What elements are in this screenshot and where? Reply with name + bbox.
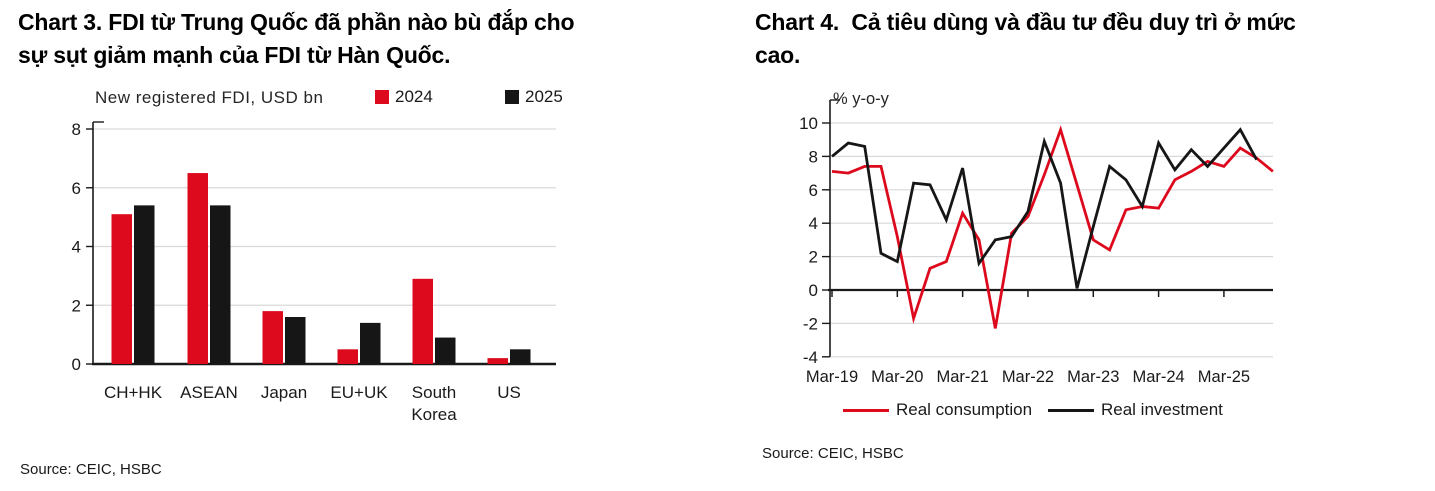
legend-swatch-investment — [1048, 408, 1094, 412]
x-tick-label: Mar-21 — [937, 368, 989, 386]
y-tick-label: -4 — [803, 348, 818, 367]
y-tick-label: 8 — [72, 120, 81, 139]
bar-2025-3 — [360, 322, 381, 364]
legend-label-2024: 2024 — [395, 87, 433, 106]
x-tick-label: Mar-24 — [1132, 368, 1184, 386]
consumption-investment-line-chart: -4 -2 0 2 4 6 8 10 Mar-19 Mar-20 Mar-21 Mar-22 Mar-2… — [799, 99, 1274, 386]
chart3-title-line1: Chart 3. FDI từ Trung Quốc đã phần nào b… — [18, 9, 575, 35]
x-tick-label: Mar-20 — [871, 368, 923, 386]
bar-2025-1 — [210, 205, 231, 364]
y-tick-label: -2 — [803, 314, 818, 333]
bar-2024-4 — [412, 278, 433, 364]
chart4-ylabel: % y-o-y — [833, 90, 889, 108]
x-category-label: CH+HK — [104, 383, 163, 402]
line-series-1 — [831, 127, 1258, 289]
x-category-label-line2: Korea — [411, 405, 457, 424]
bar-2024-0 — [111, 214, 132, 364]
y-tick-label: 6 — [809, 181, 818, 200]
x-tick-label: Mar-25 — [1198, 368, 1250, 386]
y-tick-label: 4 — [72, 238, 81, 257]
bar-2025-2 — [285, 317, 306, 364]
y-tick-label: 6 — [72, 179, 81, 198]
legend-label-investment: Real investment — [1101, 400, 1223, 419]
y-tick-label: 10 — [799, 114, 818, 133]
chart3-legend-2025: 2025 — [505, 87, 563, 107]
legend-swatch-2025 — [505, 90, 519, 104]
x-category-label: South — [412, 383, 456, 402]
chart4-legend-consumption: Real consumption — [843, 400, 1032, 420]
chart4-title: Chart 4. Cả tiêu dùng và đầu tư đều duy … — [755, 6, 1296, 72]
x-category-label: ASEAN — [180, 383, 238, 402]
legend-swatch-consumption — [843, 408, 889, 412]
chart3-source: Source: CEIC, HSBC — [20, 461, 162, 478]
legend-swatch-2024 — [375, 90, 389, 104]
y-tick-label: 4 — [809, 214, 818, 233]
chart3-axis-note: New registered FDI, USD bn — [95, 88, 324, 107]
line-series-0 — [831, 125, 1274, 329]
y-tick-label: 8 — [809, 147, 818, 166]
bar-2025-0 — [134, 205, 155, 364]
bar-2025-5 — [510, 349, 531, 364]
chart4-legend-investment: Real investment — [1048, 400, 1223, 420]
x-category-label: US — [497, 383, 521, 402]
y-tick-label: 2 — [809, 248, 818, 267]
bar-2025-4 — [435, 337, 456, 364]
fdi-bar-chart: 0 2 4 6 8 CH+HK ASEAN Japan EU+UK South Korea US — [72, 120, 556, 424]
bar-2024-2 — [262, 311, 283, 364]
chart3-legend-2024: 2024 — [375, 87, 433, 107]
y-tick-label: 0 — [809, 281, 818, 300]
chart4-title-line2: cao. — [755, 42, 801, 68]
legend-label-consumption: Real consumption — [896, 400, 1033, 419]
x-tick-label: Mar-19 — [806, 368, 858, 386]
chart3-title: Chart 3. FDI từ Trung Quốc đã phần nào b… — [18, 6, 575, 72]
x-tick-label: Mar-23 — [1067, 368, 1119, 386]
bar-2024-1 — [187, 173, 208, 364]
bar-2024-5 — [487, 358, 508, 364]
bar-2024-3 — [337, 349, 358, 364]
chart3-title-line2: sự sụt giảm mạnh của FDI từ Hàn Quốc. — [18, 42, 451, 68]
x-category-label: Japan — [261, 383, 307, 402]
x-category-label: EU+UK — [330, 383, 388, 402]
legend-label-2025: 2025 — [525, 87, 563, 106]
chart4-source: Source: CEIC, HSBC — [762, 445, 904, 462]
y-tick-label: 2 — [72, 296, 81, 315]
chart4-title-line1: Chart 4. Cả tiêu dùng và đầu tư đều duy … — [755, 9, 1296, 35]
y-tick-label: 0 — [72, 355, 81, 374]
x-tick-label: Mar-22 — [1002, 368, 1054, 386]
